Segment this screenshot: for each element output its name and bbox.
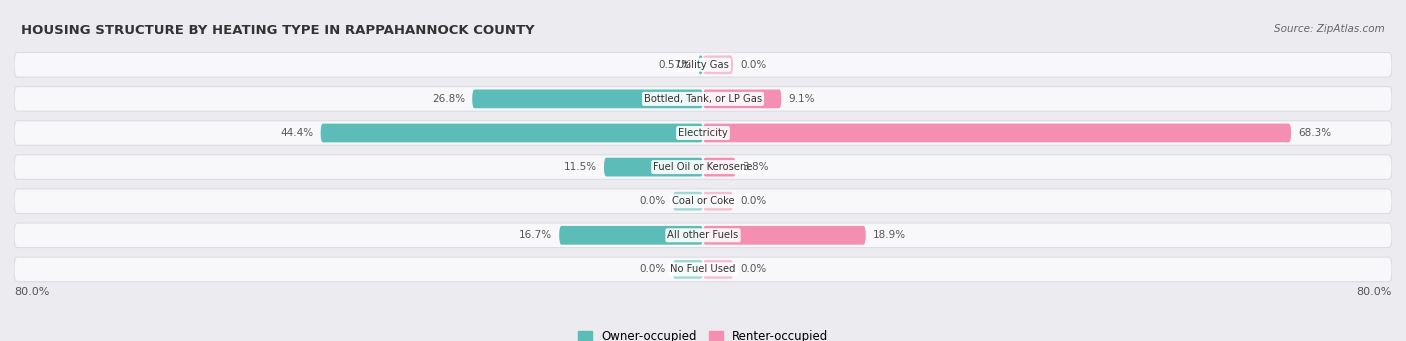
Text: 18.9%: 18.9% xyxy=(873,230,905,240)
FancyBboxPatch shape xyxy=(14,87,1392,111)
Text: Source: ZipAtlas.com: Source: ZipAtlas.com xyxy=(1274,24,1385,34)
Text: 0.0%: 0.0% xyxy=(740,264,766,275)
FancyBboxPatch shape xyxy=(703,226,866,245)
Text: HOUSING STRUCTURE BY HEATING TYPE IN RAPPAHANNOCK COUNTY: HOUSING STRUCTURE BY HEATING TYPE IN RAP… xyxy=(21,24,534,37)
FancyBboxPatch shape xyxy=(14,53,1392,77)
Text: 0.57%: 0.57% xyxy=(658,60,692,70)
FancyBboxPatch shape xyxy=(703,192,733,211)
FancyBboxPatch shape xyxy=(703,124,1291,143)
FancyBboxPatch shape xyxy=(673,192,703,211)
Text: 0.0%: 0.0% xyxy=(640,196,666,206)
FancyBboxPatch shape xyxy=(703,260,733,279)
FancyBboxPatch shape xyxy=(699,56,703,74)
Text: Coal or Coke: Coal or Coke xyxy=(672,196,734,206)
Text: Fuel Oil or Kerosene: Fuel Oil or Kerosene xyxy=(654,162,752,172)
Text: Electricity: Electricity xyxy=(678,128,728,138)
FancyBboxPatch shape xyxy=(14,121,1392,145)
FancyBboxPatch shape xyxy=(472,90,703,108)
FancyBboxPatch shape xyxy=(14,155,1392,179)
Text: 80.0%: 80.0% xyxy=(1357,286,1392,297)
Text: 80.0%: 80.0% xyxy=(14,286,49,297)
FancyBboxPatch shape xyxy=(14,189,1392,213)
FancyBboxPatch shape xyxy=(703,158,735,177)
FancyBboxPatch shape xyxy=(703,90,782,108)
Text: 0.0%: 0.0% xyxy=(740,196,766,206)
FancyBboxPatch shape xyxy=(14,223,1392,248)
FancyBboxPatch shape xyxy=(560,226,703,245)
Text: 0.0%: 0.0% xyxy=(640,264,666,275)
FancyBboxPatch shape xyxy=(605,158,703,177)
Text: Utility Gas: Utility Gas xyxy=(678,60,728,70)
Legend: Owner-occupied, Renter-occupied: Owner-occupied, Renter-occupied xyxy=(578,330,828,341)
Text: 11.5%: 11.5% xyxy=(564,162,598,172)
Text: Bottled, Tank, or LP Gas: Bottled, Tank, or LP Gas xyxy=(644,94,762,104)
FancyBboxPatch shape xyxy=(703,56,733,74)
Text: 44.4%: 44.4% xyxy=(281,128,314,138)
Text: 0.0%: 0.0% xyxy=(740,60,766,70)
Text: 9.1%: 9.1% xyxy=(789,94,814,104)
Text: 16.7%: 16.7% xyxy=(519,230,553,240)
Text: 3.8%: 3.8% xyxy=(742,162,769,172)
Text: 68.3%: 68.3% xyxy=(1298,128,1331,138)
Text: 26.8%: 26.8% xyxy=(432,94,465,104)
Text: No Fuel Used: No Fuel Used xyxy=(671,264,735,275)
FancyBboxPatch shape xyxy=(673,260,703,279)
FancyBboxPatch shape xyxy=(14,257,1392,282)
Text: All other Fuels: All other Fuels xyxy=(668,230,738,240)
FancyBboxPatch shape xyxy=(321,124,703,143)
